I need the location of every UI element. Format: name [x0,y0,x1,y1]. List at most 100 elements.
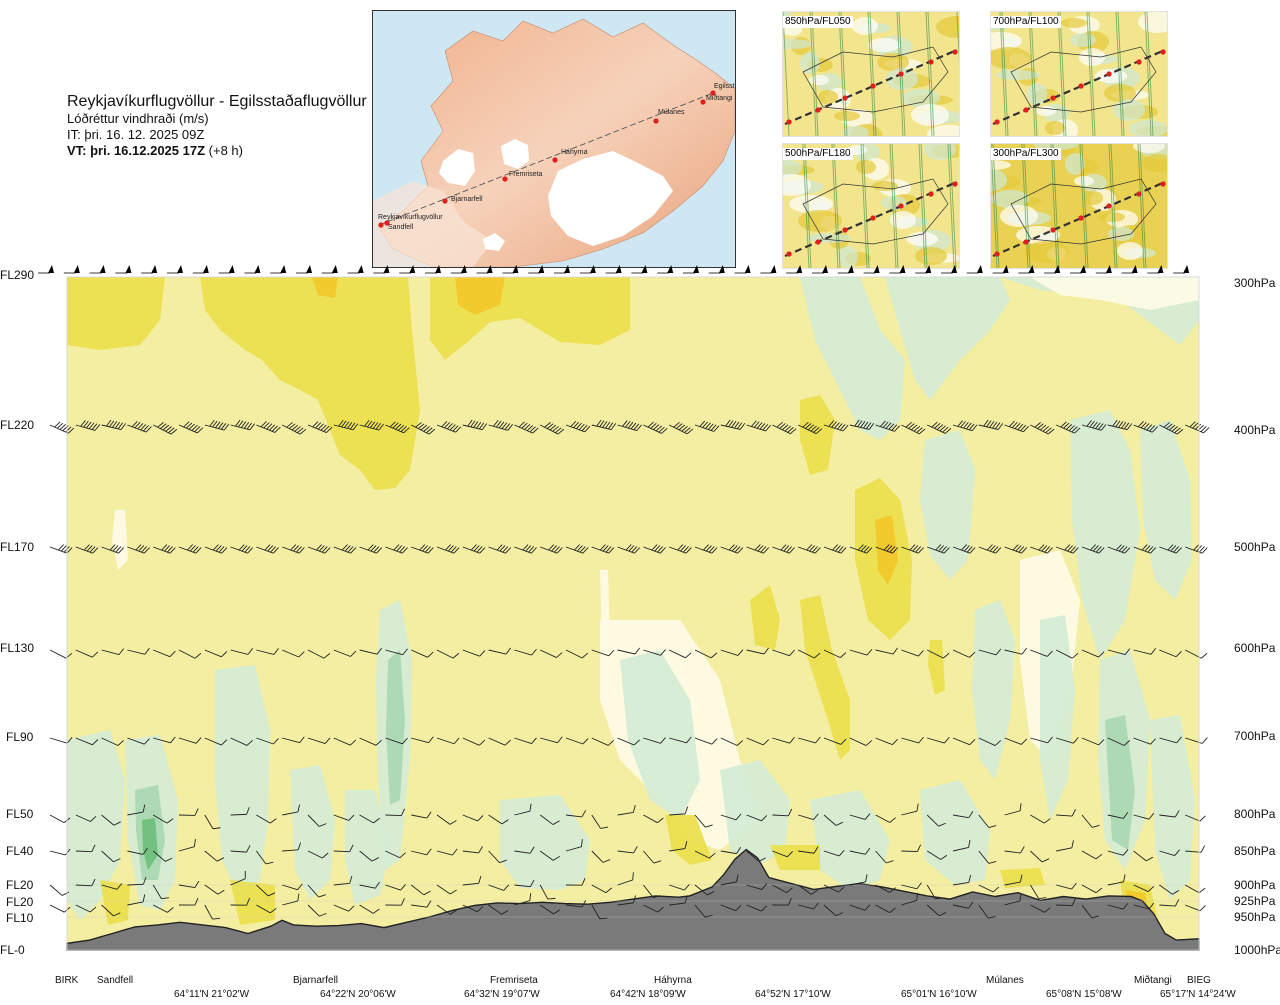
wind-barb [49,421,75,434]
wind-barb [875,420,900,432]
wind-barb [75,544,99,554]
wind-barb [230,897,251,906]
wind-barb [101,814,121,826]
wind-barb [1159,649,1182,658]
velocity-region [1125,890,1150,928]
route-map: Reykjavíkurflugvöllur Sandfell Bjarnarfe… [372,10,736,268]
map-label-egilsst: Egilsst [714,83,735,90]
wind-barb [152,422,178,435]
wind-barb [617,895,636,906]
wind-barb [669,649,692,659]
velocity-region [1000,868,1045,888]
level-map-700: 700hPa/FL100 [990,11,1168,137]
wind-barb [1056,737,1079,744]
wind-pennant [141,265,158,274]
wind-barb [643,814,664,824]
right-axis-label: 800hPa [1234,807,1276,821]
wind-barb [1185,814,1206,822]
wind-barb [952,839,971,852]
wind-barb [1107,648,1131,655]
wind-barb [669,895,688,906]
coordinate-label: 65°01'N 16°10'W [901,989,977,1000]
wind-barb [875,737,899,746]
level-map-300-graphic [991,144,1167,268]
wind-barb [256,814,277,824]
waypoint-label: Háhyrna [654,975,692,986]
wind-barb [565,900,587,908]
velocity-region [200,277,420,490]
wind-barb [1030,649,1053,657]
wind-barb [307,814,327,827]
wind-barb [178,808,199,816]
wind-barb [230,419,255,431]
route-points [378,90,716,228]
wind-barb [359,814,380,824]
wind-barb [282,649,305,658]
wind-pennant [296,265,312,274]
velocity-region [230,880,275,925]
wind-barb [746,814,768,822]
wind-barb [746,647,769,655]
wind-barb [1107,737,1131,746]
wind-barb [1081,904,1100,919]
wind-barb [127,544,150,554]
wind-barb [901,803,919,816]
wind-barb [385,898,405,906]
wind-barb [488,544,512,554]
wind-barb [591,737,615,746]
wind-barb [617,737,640,746]
velocity-region [112,510,128,570]
velocity-region [455,277,505,315]
wind-barb [101,737,124,746]
wind-barb [127,647,150,655]
wind-barb [204,884,225,895]
wind-barb [49,544,73,554]
wind-barb [1159,849,1180,856]
velocity-region [620,650,700,820]
left-axis-label: FL20 [6,895,34,909]
wind-barb [772,808,793,817]
wind-barb [1107,419,1133,431]
wind-barb [230,871,246,886]
wind-barb [669,841,688,852]
wind-barb [952,811,974,819]
wind-barb [746,544,770,554]
wind-barb [798,421,823,435]
left-axis-label: FL50 [6,807,34,821]
wind-barb [307,649,331,659]
vertical-velocity-field [67,277,1199,935]
right-axis-label: 300hPa [1234,276,1276,290]
right-axis-label: 925hPa [1234,894,1276,908]
wind-barb [1055,649,1079,659]
wind-barb [1107,902,1129,910]
wind-barb [926,904,947,917]
variable-label: Lóðréttur vindhraði (m/s) [67,111,209,126]
wind-barb [772,884,793,894]
wind-barb [282,893,300,906]
wind-barb [282,804,300,816]
level-map-850-label: 850hPa/FL050 [783,16,853,28]
wind-barb [643,884,661,899]
wind-barb [643,421,668,434]
terrain-profile [66,848,1200,951]
wind-barb [75,420,101,431]
coordinate-label: 64°22'N 20°06'W [320,989,396,1000]
wind-barb [359,881,380,889]
wind-barb [359,419,384,431]
wind-barb [565,878,586,886]
wind-barb [1030,814,1051,824]
velocity-region [67,730,125,920]
wind-barb [101,544,125,554]
wind-barb [1107,811,1129,819]
left-axis-label: FL10 [6,911,34,925]
wind-barb [746,420,771,432]
wind-barb [1133,421,1158,433]
wind-barb [282,736,305,744]
wind-barb [823,884,845,893]
wind-barb [49,904,71,913]
wind-barb [385,737,408,745]
map-label-bjarnarfell: Bjarnarfell [451,196,483,203]
wind-barb [127,737,150,745]
wind-barb [256,850,274,865]
right-axis-label: 700hPa [1234,729,1276,743]
